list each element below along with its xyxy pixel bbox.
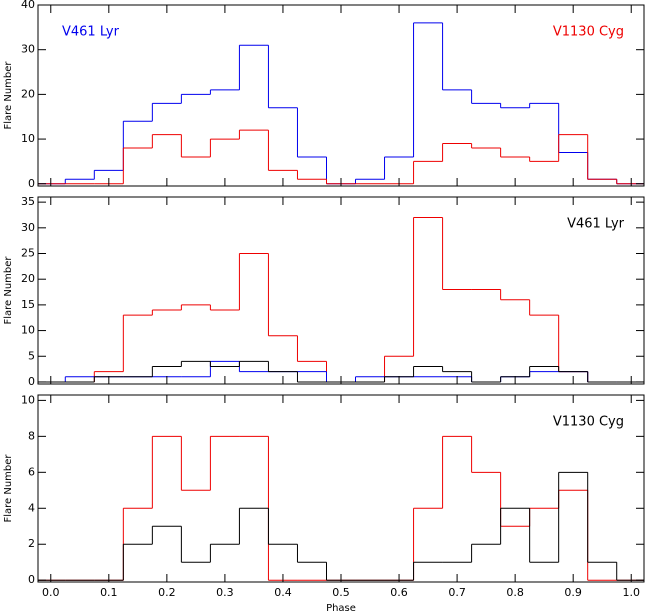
annotation: V461 Lyr (62, 25, 120, 40)
x-axis-label: Phase (326, 603, 356, 614)
panel (38, 22, 644, 185)
y-tick-label: 10 (21, 324, 35, 337)
x-tick-label: 0.8 (506, 586, 524, 599)
panel (38, 217, 644, 383)
y-tick-label: 25 (21, 247, 35, 260)
frame (37, 196, 645, 385)
x-tick-label: 0.4 (274, 586, 292, 599)
y-tick-label: 15 (21, 298, 35, 311)
y-axis-label: Flare Number (3, 256, 14, 325)
y-tick-label: 0 (28, 573, 35, 586)
y-tick-label: 2 (28, 537, 35, 550)
y-axis-label: Flare Number (3, 454, 14, 523)
y-tick-label: 35 (21, 195, 35, 208)
y-axis-label: Flare Number (3, 61, 14, 130)
y-tick-label: 0 (28, 375, 35, 388)
annotation: V461 Lyr (567, 217, 625, 232)
x-tick-label: 1.0 (622, 586, 640, 599)
y-tick-label: 30 (21, 43, 35, 56)
y-tick-label: 20 (21, 87, 35, 100)
x-tick-label: 0.9 (564, 586, 582, 599)
y-tick-label: 10 (21, 132, 35, 145)
x-tick-label: 0.3 (216, 586, 234, 599)
x-tick-label: 0.7 (448, 586, 466, 599)
x-tick-label: 0.1 (100, 586, 118, 599)
y-tick-label: 8 (28, 429, 35, 442)
x-tick-label: 0.2 (158, 586, 176, 599)
y-tick-label: 5 (28, 349, 35, 362)
x-tick-label: 0.6 (390, 586, 408, 599)
y-tick-label: 4 (28, 501, 35, 514)
y-tick-label: 40 (21, 0, 35, 11)
y-tick-label: 0 (28, 177, 35, 190)
annotation: V1130 Cyg (553, 25, 624, 40)
y-tick-label: 6 (28, 465, 35, 478)
x-tick-label: 0.5 (332, 586, 350, 599)
panel (38, 435, 644, 581)
y-tick-label: 20 (21, 272, 35, 285)
x-tick-label: 0.0 (42, 586, 60, 599)
y-tick-label: 30 (21, 221, 35, 234)
y-tick-label: 10 (21, 393, 35, 406)
annotation: V1130 Cyg (553, 415, 624, 430)
